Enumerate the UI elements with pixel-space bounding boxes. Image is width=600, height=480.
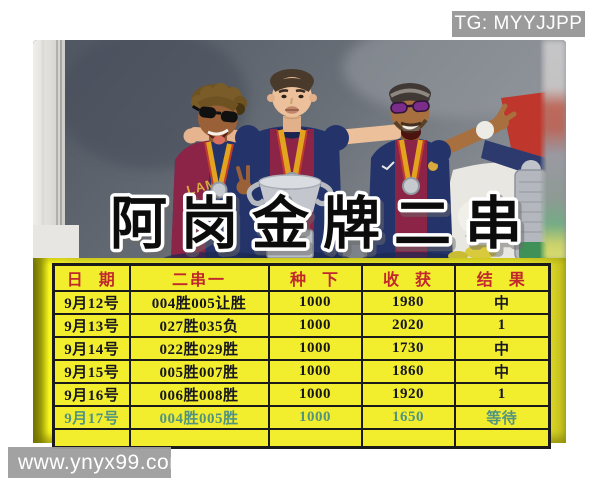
table-row: 9月13号 027胜035负 1000 2020 1 [52, 313, 551, 338]
header-stake: 种 下 [267, 263, 363, 292]
yellow-flowers [465, 245, 497, 259]
table-row-empty [52, 428, 551, 448]
cell-harvest: 1650 [360, 405, 456, 430]
purple-sunglasses-icon [390, 100, 430, 114]
trophy-icon [246, 174, 334, 259]
tongue-out-mouth [207, 128, 229, 145]
cell-harvest: 1860 [360, 359, 456, 384]
poster-title-shadow: 阿岗金牌二串 [113, 196, 539, 260]
table-row: 9月16号 006胜008胜 1000 1920 1 [52, 382, 551, 407]
header-date: 日 期 [52, 263, 131, 292]
green-patch [519, 242, 547, 260]
cell-harvest: 1730 [360, 336, 456, 361]
cell-result: 中 [453, 290, 551, 315]
header-harvest: 收 获 [360, 263, 456, 292]
cell-result: 等待 [453, 405, 551, 430]
cell-date: 9月17号 [52, 405, 131, 430]
cell-stake: 1000 [267, 382, 363, 407]
cell-empty [267, 428, 363, 448]
cell-bet: 022胜029胜 [128, 336, 270, 361]
cell-bet: 004胜005胜 [128, 405, 270, 430]
red-flag [501, 92, 546, 158]
team-photo: LAM [33, 40, 566, 260]
yellow-flowers [448, 251, 468, 260]
cell-stake: 1000 [267, 290, 363, 315]
swoosh-icon [381, 161, 395, 171]
cell-empty [52, 428, 131, 448]
cell-empty [360, 428, 456, 448]
cell-bet: 004胜005让胜 [128, 290, 270, 315]
table-row-pending: 9月17号 004胜005胜 1000 1650 等待 [52, 405, 551, 430]
photo-scene: LAM [33, 40, 566, 260]
yellow-band: 日 期 二串一 种 下 收 获 结 果 9月12号 004胜005让胜 1000… [33, 258, 566, 449]
website-watermark: www.ynyx99.com [8, 447, 187, 478]
cell-result: 1 [453, 313, 551, 338]
hand-on-shoulder [183, 128, 199, 144]
cell-date: 9月16号 [52, 382, 131, 407]
medal-icon [210, 181, 228, 199]
club-crest [428, 161, 438, 171]
medal-icon [402, 177, 420, 195]
sunglasses-icon [191, 105, 238, 123]
cell-date: 9月13号 [52, 313, 131, 338]
cell-stake: 1000 [267, 359, 363, 384]
table-header-row: 日 期 二串一 种 下 收 获 结 果 [52, 263, 551, 292]
header-bet: 二串一 [128, 263, 270, 292]
cell-empty [453, 428, 551, 448]
cell-result: 中 [453, 359, 551, 384]
cell-date: 9月14号 [52, 336, 131, 361]
cell-empty [128, 428, 270, 448]
laughing-mouth [393, 118, 428, 140]
cell-bet: 027胜035负 [128, 313, 270, 338]
cell-harvest: 1980 [360, 290, 456, 315]
blurred-edge [543, 40, 566, 260]
medal-ribbon [204, 141, 234, 199]
poster-title: 阿岗金牌二串 [110, 192, 536, 256]
table-row: 9月14号 022胜029胜 1000 1730 中 [52, 336, 551, 361]
cell-harvest: 2020 [360, 313, 456, 338]
cell-harvest: 1920 [360, 382, 456, 407]
cell-bet: 006胜008胜 [128, 382, 270, 407]
cell-stake: 1000 [267, 313, 363, 338]
cell-date: 9月12号 [52, 290, 131, 315]
header-result: 结 果 [453, 263, 551, 292]
cell-stake: 1000 [267, 405, 363, 430]
wrist-bandage [476, 121, 494, 139]
player-right-figure [367, 83, 517, 260]
cell-date: 9月15号 [52, 359, 131, 384]
medal-ribbon [397, 139, 425, 195]
player-left-figure: LAM [171, 83, 263, 260]
cell-result: 中 [453, 336, 551, 361]
table-row: 9月12号 004胜005让胜 1000 1980 中 [52, 290, 551, 315]
telegram-contact-badge: TG: MYYJJPP [452, 11, 585, 37]
results-table: 日 期 二串一 种 下 收 获 结 果 9月12号 004胜005让胜 1000… [52, 263, 551, 449]
yellow-flowers [490, 243, 500, 253]
cell-bet: 005胜007胜 [128, 359, 270, 384]
large-trophy-icon [514, 160, 548, 260]
table-row: 9月15号 005胜007胜 1000 1860 中 [52, 359, 551, 384]
cell-stake: 1000 [267, 336, 363, 361]
curtain [33, 40, 79, 260]
cell-result: 1 [453, 382, 551, 407]
